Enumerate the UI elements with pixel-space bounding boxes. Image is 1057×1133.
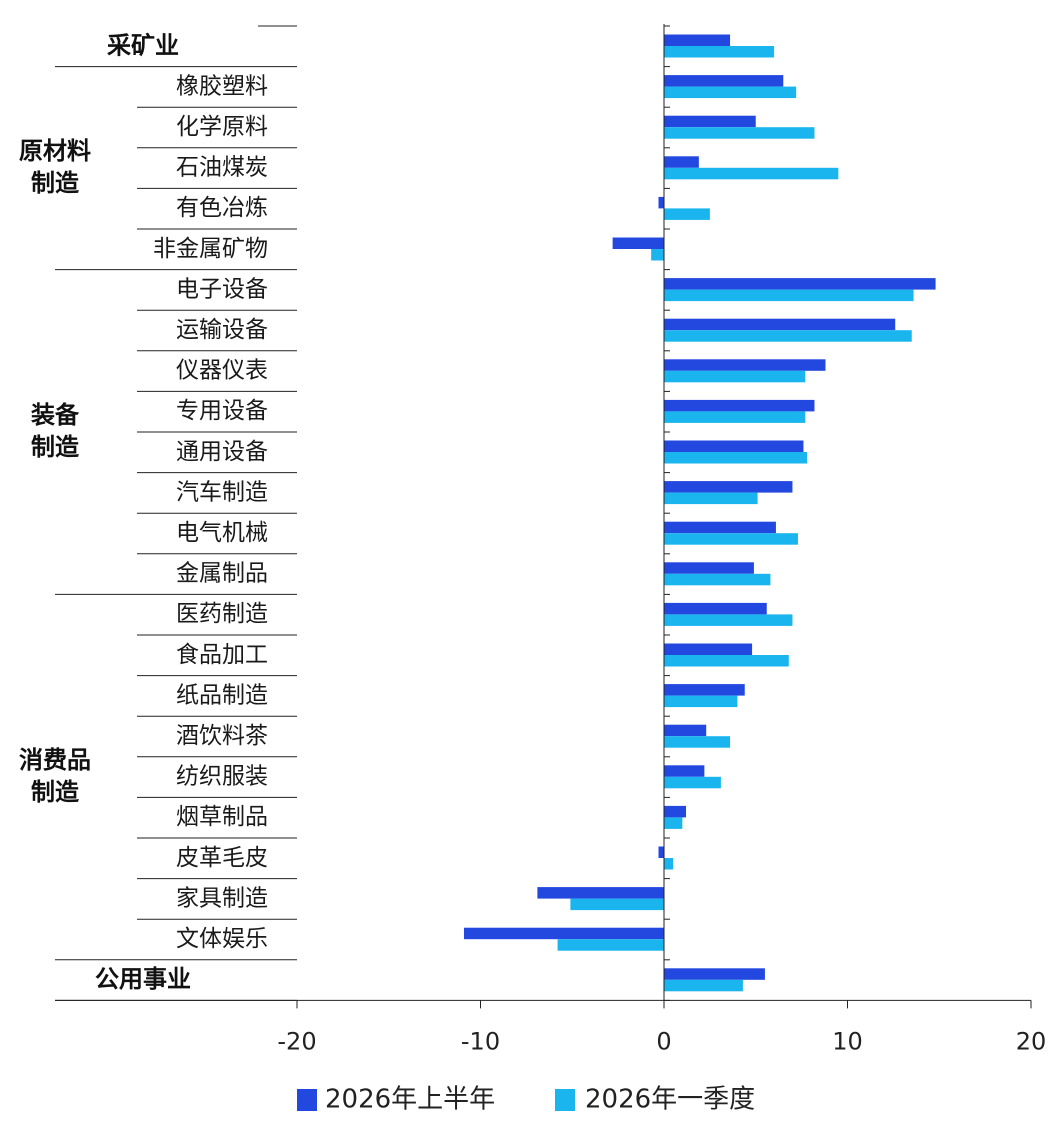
bar-q1-19 (664, 817, 683, 829)
legend-label: 2026年一季度 (585, 1085, 755, 1115)
bar-q1-2 (664, 127, 815, 139)
bar-q1-6 (664, 289, 914, 302)
category-label: 电气机械 (176, 520, 268, 546)
bar-q1-4 (664, 208, 710, 220)
bar-q1-21 (570, 898, 664, 911)
group-label: 原材料 (19, 137, 91, 165)
category-label: 通用设备 (176, 439, 268, 465)
bar-q1-22 (557, 939, 664, 951)
category-label-bold: 公用事业 (95, 965, 191, 993)
bar-h1-1 (664, 75, 784, 87)
category-label: 纺织服装 (176, 764, 268, 790)
bar-h1-8 (664, 359, 826, 371)
bar-q1-12 (664, 533, 798, 545)
bar-q1-14 (664, 614, 793, 626)
category-label-bold: 采矿业 (107, 31, 179, 59)
bar-h1-16 (664, 684, 745, 696)
bar-h1-23 (664, 968, 765, 980)
bar-q1-1 (664, 86, 797, 99)
category-label: 纸品制造 (176, 682, 268, 708)
category-label: 文体娱乐 (176, 926, 268, 952)
bar-q1-18 (664, 776, 721, 789)
bar-h1-11 (664, 481, 793, 493)
bar-h1-13 (664, 562, 754, 574)
bar-h1-4 (658, 196, 664, 209)
category-label: 皮革毛皮 (176, 845, 268, 871)
x-tick-label: -20 (277, 1027, 316, 1055)
bar-h1-17 (664, 724, 707, 737)
bar-h1-22 (463, 927, 664, 940)
bar-q1-8 (664, 370, 806, 383)
bar-q1-16 (664, 695, 738, 708)
bar-h1-12 (664, 521, 776, 534)
bar-h1-5 (612, 237, 664, 249)
bar-h1-15 (664, 643, 753, 655)
group-label: 消费品 (19, 746, 91, 774)
category-label: 化学原料 (176, 114, 268, 140)
bar-h1-21 (537, 887, 664, 899)
bar-h1-2 (664, 115, 756, 128)
bar-h1-7 (664, 318, 896, 331)
bar-q1-17 (664, 736, 731, 748)
bar-q1-5 (651, 249, 664, 261)
group-label: 制造 (31, 169, 79, 197)
category-label: 酒饮料茶 (176, 723, 268, 749)
bar-q1-3 (664, 167, 839, 180)
group-label: 制造 (31, 778, 79, 806)
category-label: 汽车制造 (176, 479, 268, 505)
x-tick-label: 10 (832, 1027, 863, 1055)
category-label: 石油煤炭 (176, 155, 268, 181)
bar-h1-20 (658, 846, 664, 858)
bar-h1-10 (664, 440, 804, 452)
category-label: 非金属矿物 (153, 236, 268, 262)
category-label: 橡胶塑料 (176, 73, 268, 99)
group-label: 装备 (31, 401, 80, 429)
bar-q1-11 (664, 492, 758, 505)
bar-h1-0 (664, 34, 731, 46)
bar-q1-7 (664, 330, 912, 342)
category-label: 仪器仪表 (176, 358, 268, 384)
category-label: 烟草制品 (176, 804, 268, 830)
bar-h1-14 (664, 602, 767, 615)
category-label: 有色冶炼 (176, 195, 268, 221)
bar-q1-10 (664, 452, 808, 464)
bar-q1-9 (664, 411, 806, 423)
x-tick-label: 20 (1016, 1027, 1047, 1055)
category-label: 电子设备 (176, 276, 268, 302)
category-label: 医药制造 (176, 601, 268, 627)
bar-q1-0 (664, 46, 775, 58)
category-label: 家具制造 (176, 885, 268, 911)
category-label: 专用设备 (176, 398, 268, 424)
x-tick-label: -10 (461, 1027, 500, 1055)
bar-q1-13 (664, 573, 771, 586)
category-label: 金属制品 (176, 561, 268, 587)
bar-h1-18 (664, 765, 705, 777)
legend-swatch (555, 1089, 575, 1111)
category-label: 运输设备 (176, 317, 268, 343)
bar-h1-6 (664, 278, 936, 290)
legend-swatch (297, 1089, 317, 1111)
legend-label: 2026年上半年 (325, 1085, 495, 1115)
bar-q1-20 (664, 858, 674, 870)
group-label: 制造 (31, 433, 79, 461)
x-tick-label: 0 (656, 1027, 671, 1055)
bar-h1-9 (664, 399, 815, 412)
category-label: 食品加工 (176, 642, 268, 668)
bar-h1-19 (664, 805, 687, 818)
bar-q1-23 (664, 979, 743, 992)
bar-q1-15 (664, 655, 789, 667)
bar-h1-3 (664, 156, 699, 168)
